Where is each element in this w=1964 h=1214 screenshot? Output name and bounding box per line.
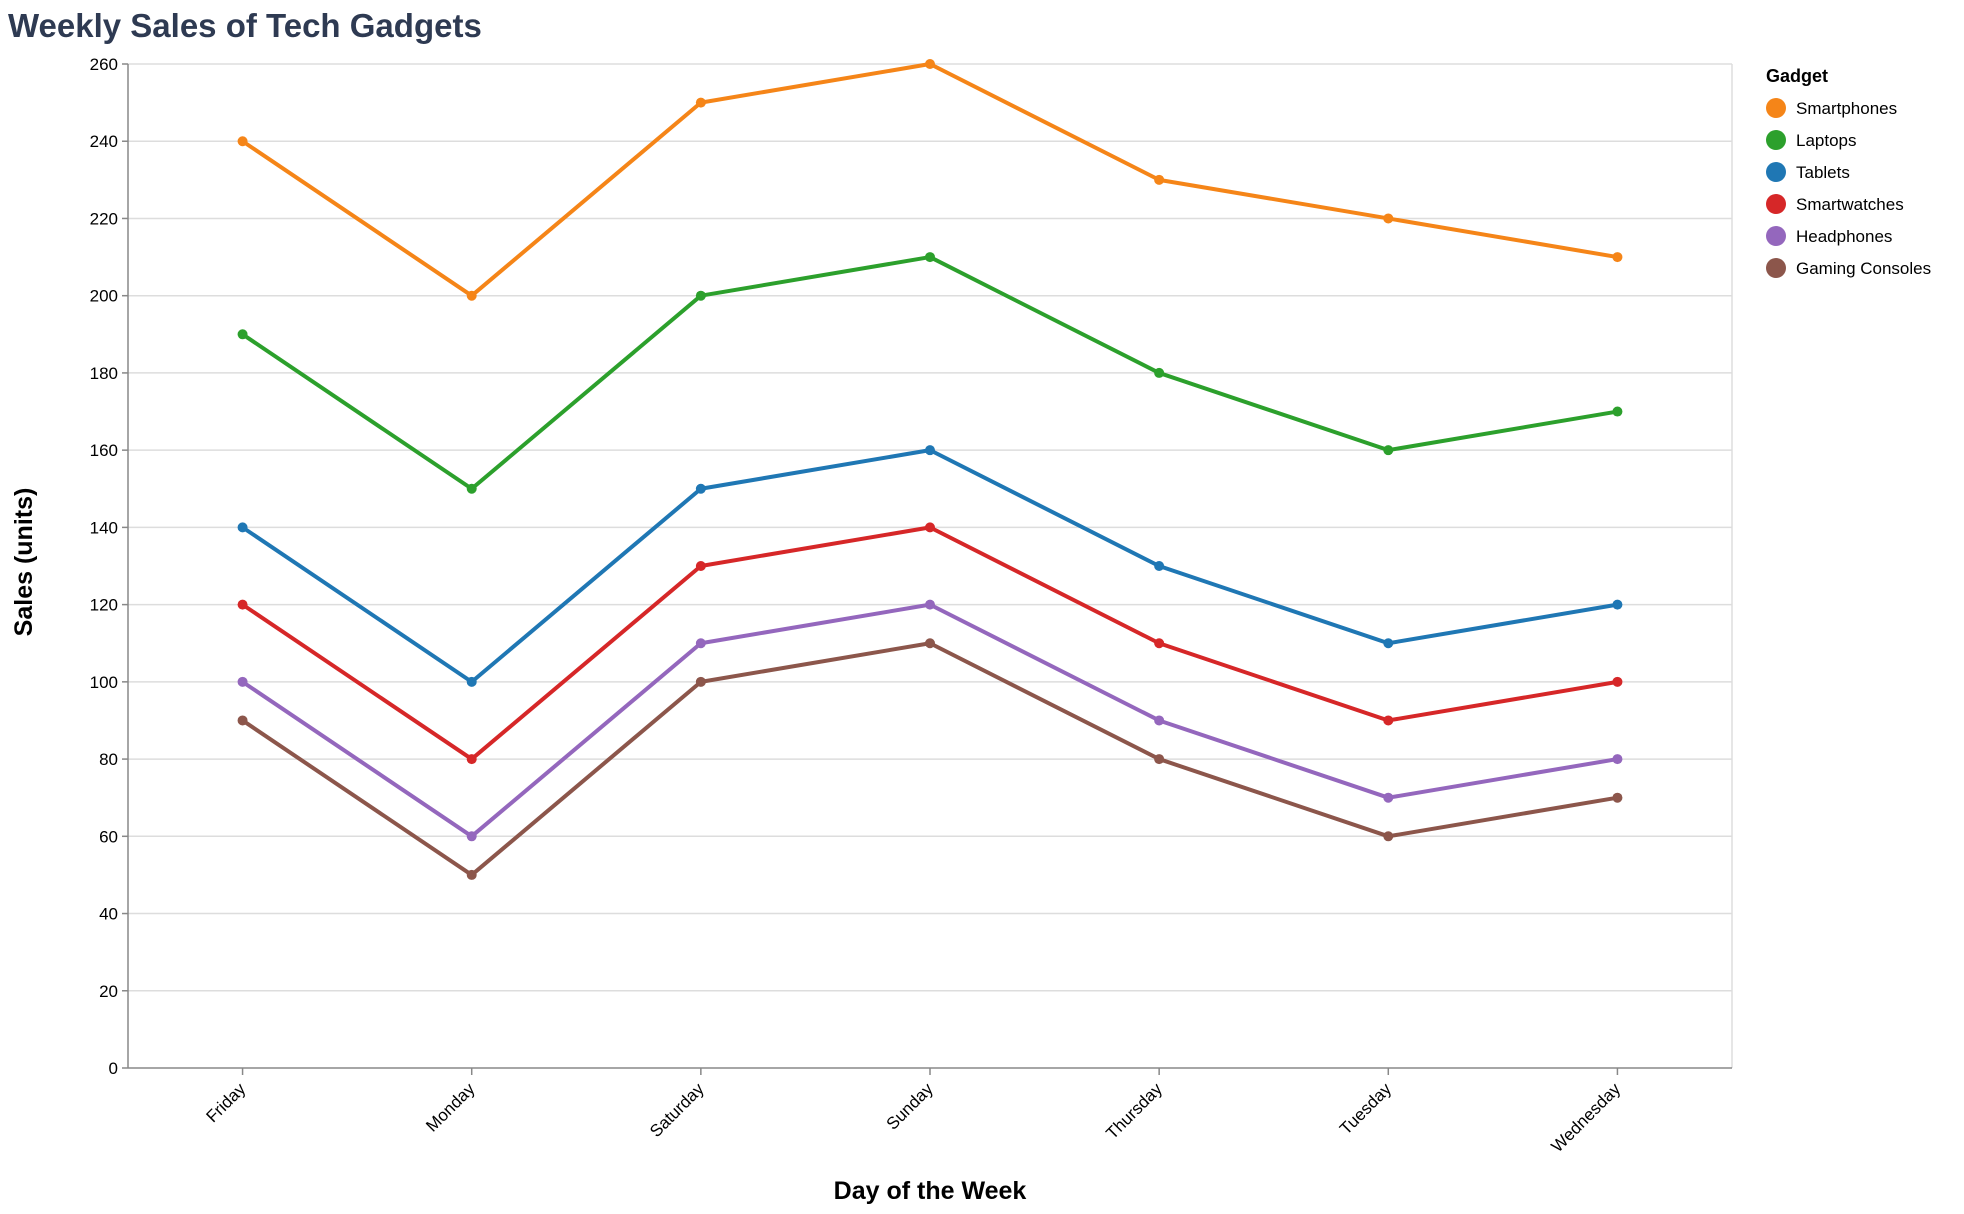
y-tick-label: 40: [99, 905, 118, 924]
y-tick-label: 140: [90, 518, 118, 537]
data-point: [237, 329, 248, 340]
y-tick-label: 240: [90, 132, 118, 151]
data-point: [1612, 754, 1623, 765]
x-tick-label: Monday: [422, 1079, 479, 1136]
data-point: [466, 754, 477, 765]
data-point: [695, 290, 706, 301]
data-point: [925, 522, 935, 533]
y-tick-label: 260: [90, 55, 118, 74]
data-point: [466, 483, 477, 494]
legend-item-label: Tablets: [1796, 163, 1850, 182]
data-point: [466, 290, 477, 301]
data-point: [1383, 715, 1394, 726]
data-point: [695, 676, 706, 687]
data-point: [466, 869, 477, 880]
legend-swatch: [1766, 98, 1786, 118]
y-tick-label: 120: [90, 596, 118, 615]
data-point: [466, 676, 477, 687]
data-points: [237, 59, 1623, 880]
data-point: [466, 831, 477, 842]
y-tick-label: 60: [99, 827, 118, 846]
data-point: [237, 599, 248, 610]
data-point: [925, 638, 935, 649]
series-lines: [240, 62, 1620, 877]
legend-item-label: Headphones: [1796, 227, 1892, 246]
data-point: [237, 522, 248, 533]
x-axis-title: Day of the Week: [834, 1177, 1027, 1205]
data-point: [1154, 367, 1165, 378]
legend-swatch: [1766, 226, 1786, 246]
data-point: [925, 252, 935, 263]
y-tick-label: 0: [109, 1059, 118, 1078]
data-point: [695, 561, 706, 571]
data-point: [1383, 445, 1394, 456]
legend-item-label: Smartphones: [1796, 99, 1897, 118]
y-tick-label: 20: [99, 982, 118, 1001]
data-point: [1383, 831, 1394, 842]
data-point: [925, 599, 935, 610]
data-point: [925, 445, 935, 456]
data-point: [695, 97, 706, 108]
y-tick-label: 80: [99, 750, 118, 769]
data-point: [925, 59, 935, 69]
data-point: [1154, 561, 1165, 571]
x-tick-label: Wednesday: [1548, 1079, 1625, 1156]
legend-swatch: [1766, 258, 1786, 278]
data-point: [1612, 792, 1623, 803]
x-tick-label: Tuesday: [1336, 1079, 1395, 1138]
y-tick-label: 160: [90, 441, 118, 460]
y-tick-label: 200: [90, 287, 118, 306]
data-point: [1612, 599, 1623, 610]
legend-swatch: [1766, 194, 1786, 214]
data-point: [1612, 252, 1623, 263]
data-point: [695, 638, 706, 649]
data-point: [1612, 676, 1623, 687]
data-point: [1154, 174, 1165, 185]
legend: Gadget Smartphones Laptops Tablets Smartwat…: [1766, 66, 1931, 278]
gridlines: [128, 63, 1733, 1068]
data-point: [1383, 213, 1394, 224]
legend-swatch: [1766, 130, 1786, 150]
x-tick-label: Friday: [203, 1079, 250, 1126]
y-tick-label: 220: [90, 209, 118, 228]
legend-title: Gadget: [1766, 66, 1828, 86]
data-point: [695, 483, 706, 494]
data-point: [1154, 638, 1165, 649]
data-point: [1383, 638, 1394, 649]
legend-swatch: [1766, 162, 1786, 182]
legend-item-label: Laptops: [1796, 131, 1857, 150]
data-point: [1612, 406, 1623, 417]
y-axis-title: Sales (units): [10, 488, 38, 637]
data-point: [237, 715, 248, 726]
legend-item-label: Gaming Consoles: [1796, 259, 1931, 278]
chart-title: Weekly Sales of Tech Gadgets: [8, 7, 482, 44]
data-point: [1154, 754, 1165, 765]
data-point: [1154, 715, 1165, 726]
legend-item-label: Smartwatches: [1796, 195, 1904, 214]
data-point: [237, 136, 248, 147]
y-tick-label: 100: [90, 673, 118, 692]
x-tick-label: Thursday: [1102, 1079, 1166, 1143]
y-tick-label: 180: [90, 364, 118, 383]
x-tick-label: Sunday: [883, 1079, 938, 1134]
data-point: [237, 676, 248, 687]
data-point: [1383, 792, 1394, 803]
x-tick-label: Saturday: [646, 1079, 708, 1141]
